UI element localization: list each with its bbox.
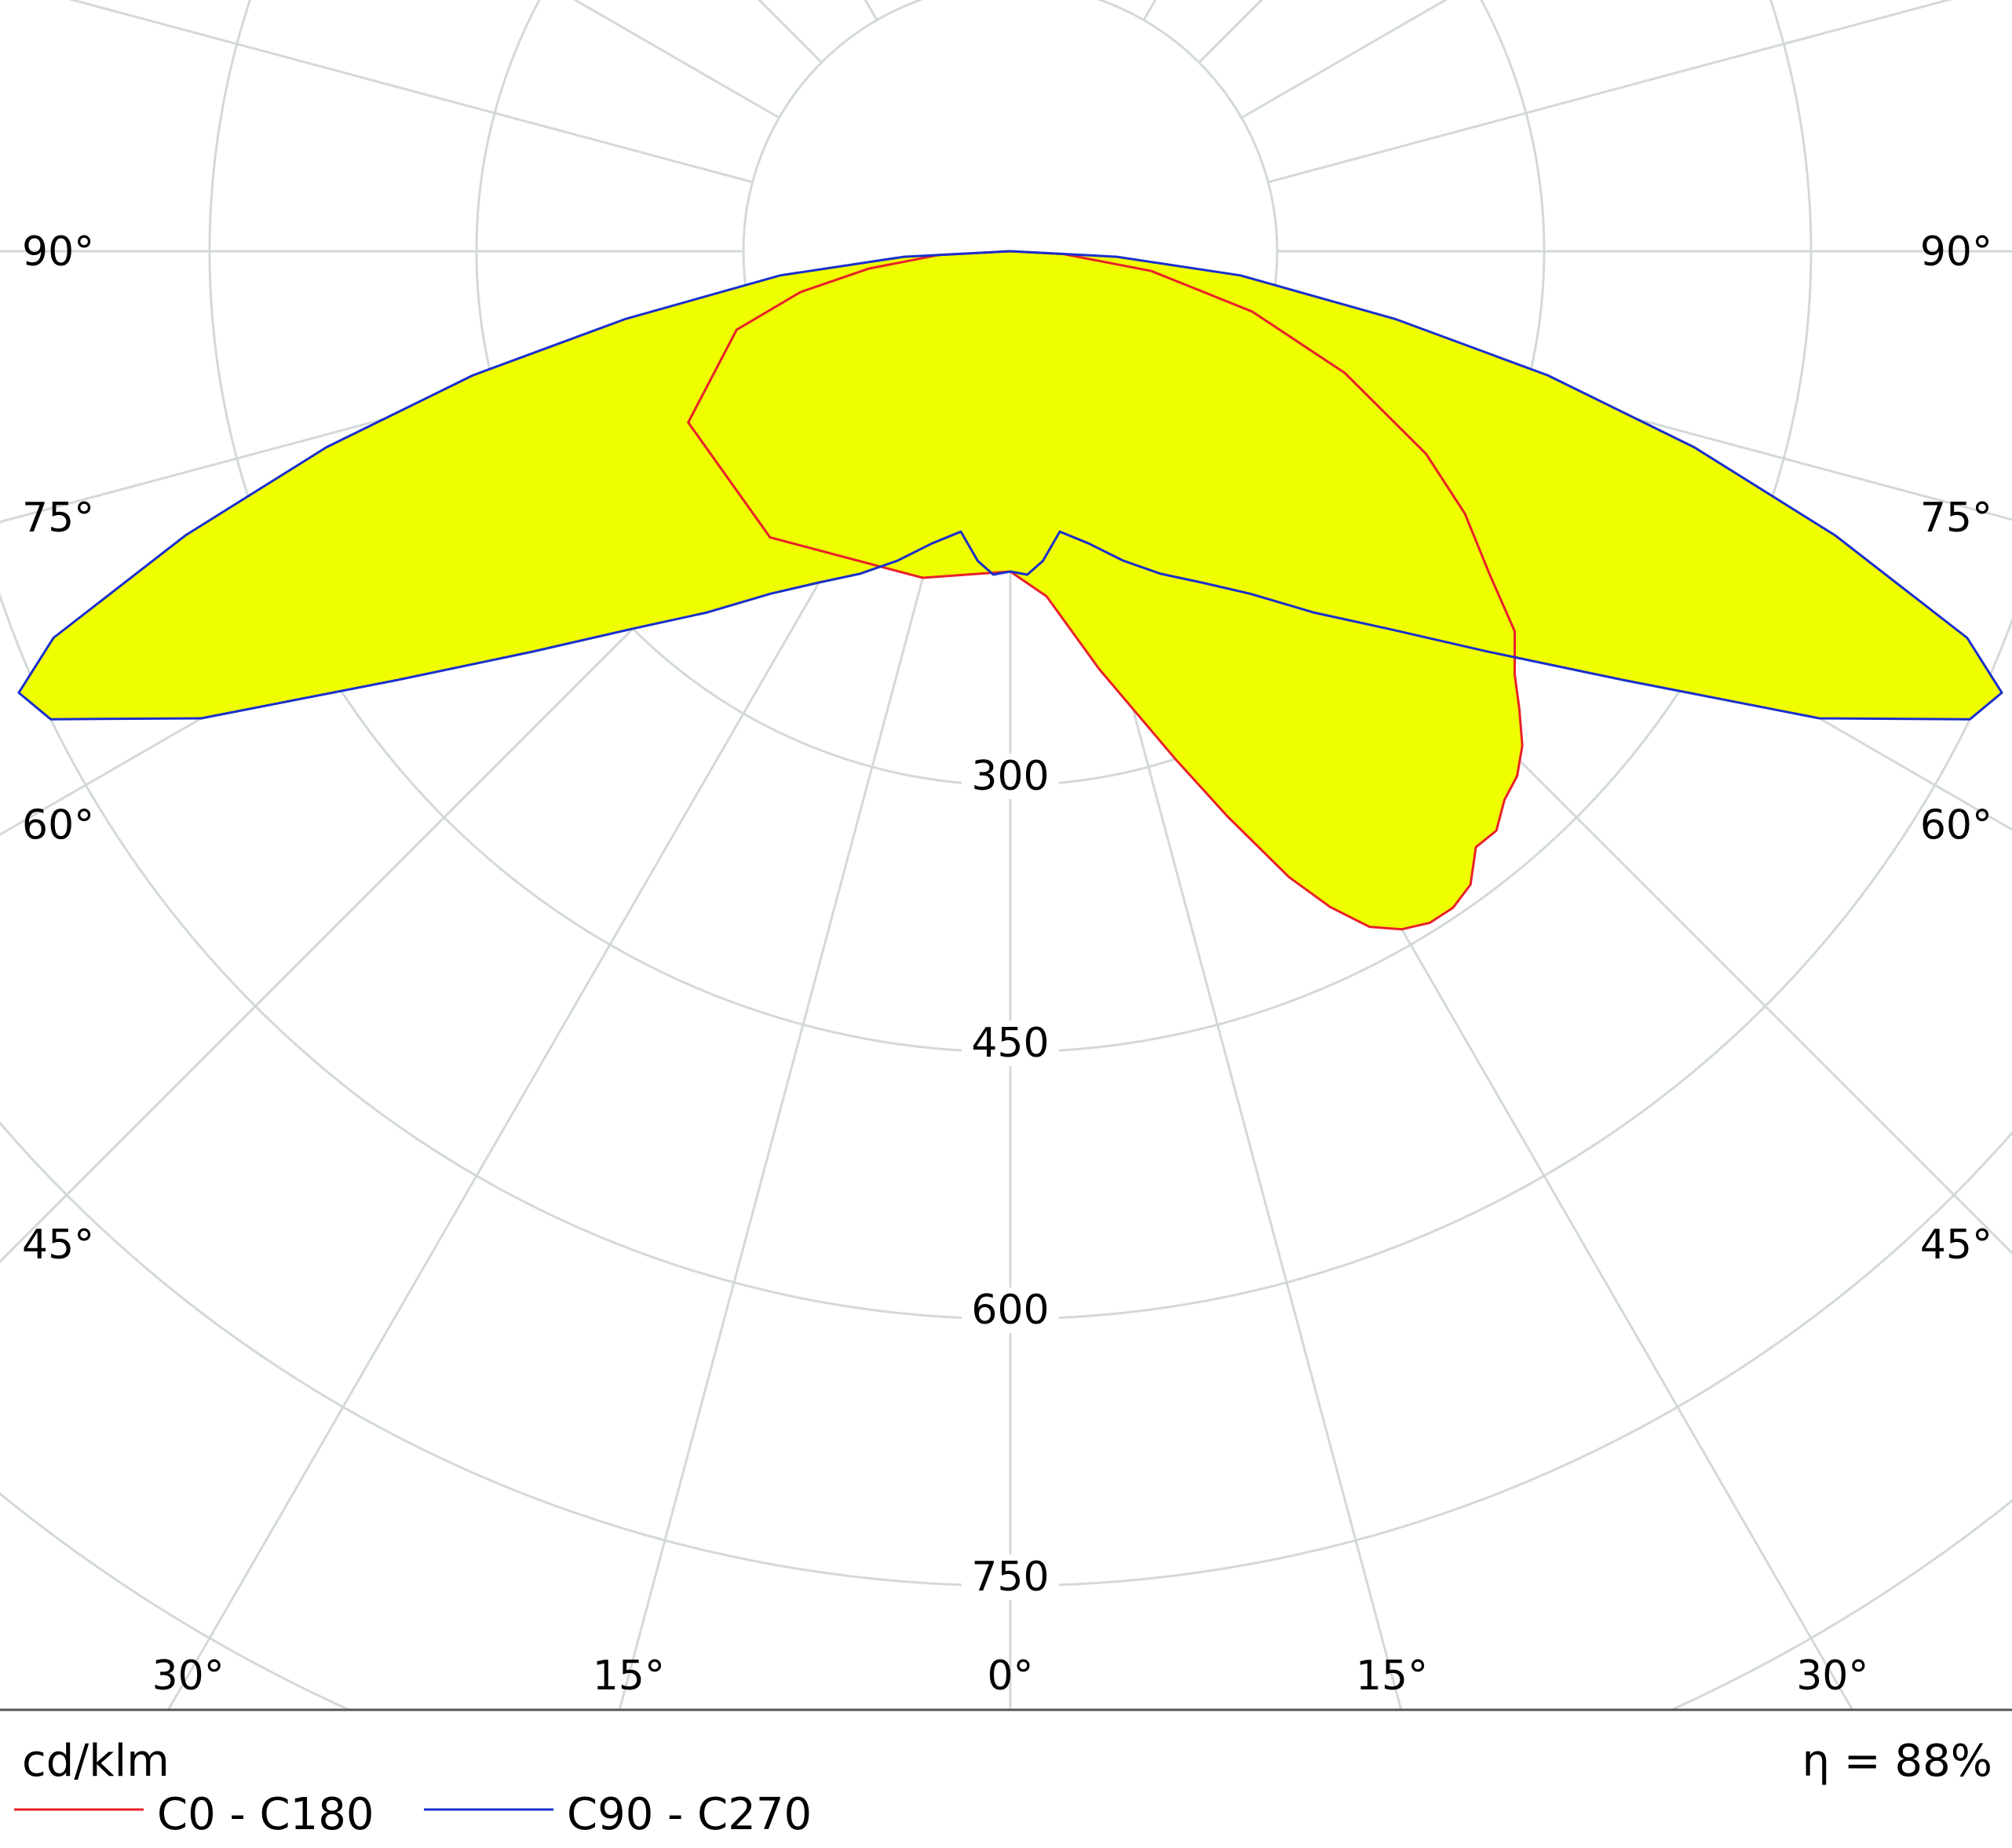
series-line-1 [17,250,2003,721]
angle-label-right: 75° [1920,495,1992,542]
angle-label-left: 60° [22,802,94,849]
radial-label-bg [962,1287,1059,1333]
radial-label-bg [962,1021,1059,1066]
unit-label: cd/klm [22,1736,170,1787]
legend-label-0: C0 - C180 [157,1789,374,1840]
angle-label-left: 45° [22,1222,94,1269]
grid-ray-75 [1268,319,2012,521]
distribution-fill [18,251,2003,929]
angle-label-left: 75° [22,495,94,542]
grid-ray--120 [572,0,780,119]
angle-tick-labels: 105° 105° 90° 90° 75° 75° 60° 60° 45° 45° 30° 15° 0°… [22,0,1992,1700]
radial-tick-label: 600 [971,1287,1049,1334]
radial-tick-label: 300 [971,753,1049,800]
legend-label-1: C90 - C270 [567,1789,812,1840]
grid-ray-135 [1198,0,1264,64]
distribution-curves [17,250,2003,931]
angle-label-left: 90° [22,228,94,276]
grid-ray--105 [68,0,753,184]
angle-label-bottom: 0° [987,1653,1033,1700]
legend: C0 - C180 C90 - C270 [14,1789,812,1840]
grid-ray--15 [618,509,943,1710]
radial-tick-label: 750 [971,1554,1049,1601]
grid-ray--150 [864,0,878,21]
efficiency-label: η = 88% [1802,1736,1992,1787]
angle-label-bottom: 15° [593,1653,665,1700]
angle-label-bottom: 30° [152,1653,225,1700]
grid-ray-105 [1268,0,1953,184]
angle-label-left: 105° [22,0,120,9]
radial-label-bg [962,1554,1059,1600]
angle-label-right: 60° [1920,802,1992,849]
angle-label-right: 45° [1920,1222,1992,1269]
radial-label-bg [962,754,1059,799]
angle-label-right: 90° [1920,228,1992,276]
grid-ray--75 [0,319,753,524]
angle-label-bottom: 30° [1796,1653,1868,1700]
radial-tick-labels: 300 450 600 750 [962,753,1059,1601]
grid-ray--45 [0,439,823,1264]
grid-ray-120 [1240,0,1448,119]
angle-label-bottom: 15° [1356,1653,1428,1700]
series-fill-1 [18,251,2003,720]
series-line-0 [687,250,1524,931]
grid-ray-15 [1078,509,1403,1710]
radial-tick-label: 450 [971,1020,1049,1067]
grid-ray-45 [1198,439,2012,1255]
angle-label-right: 105° [1894,0,1992,9]
grid-ray--30 [166,481,878,1710]
grid-ray--135 [757,0,823,64]
